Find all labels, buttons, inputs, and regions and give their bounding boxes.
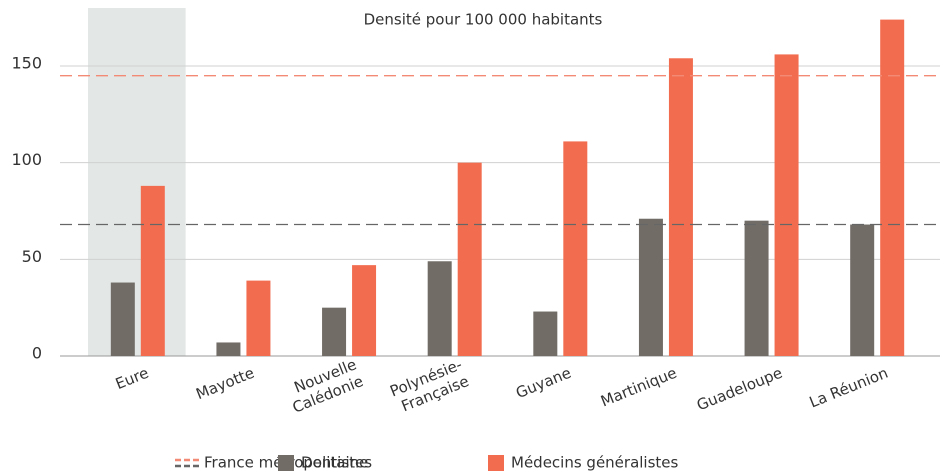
- x-tick-label: Martinique: [598, 363, 679, 410]
- bar: [563, 141, 588, 356]
- x-tick-label: Guyane: [513, 363, 573, 401]
- bar: [638, 218, 663, 356]
- highlight-band: [88, 8, 186, 356]
- bar: [140, 185, 165, 356]
- legend-swatch: [488, 455, 504, 471]
- bar: [110, 282, 135, 356]
- bar: [457, 162, 482, 356]
- bar: [668, 58, 693, 357]
- y-tick-label: 150: [11, 54, 42, 73]
- chart-title: Densité pour 100 000 habitants: [364, 11, 603, 29]
- bar: [774, 54, 799, 357]
- bar: [744, 220, 769, 356]
- x-tick-label: Eure: [113, 363, 151, 392]
- legend-label: Dentistes: [301, 454, 372, 472]
- bar: [246, 280, 271, 356]
- x-tick-label: Polynésie-Française: [387, 355, 471, 417]
- bar: [880, 19, 905, 356]
- y-tick-label: 100: [11, 150, 42, 169]
- bar: [322, 307, 347, 356]
- bar: [427, 261, 452, 356]
- legend-label: Médecins généralistes: [511, 454, 679, 472]
- bar: [533, 311, 558, 356]
- bar: [850, 224, 875, 356]
- bar: [352, 265, 377, 356]
- x-tick-label: Mayotte: [193, 363, 256, 403]
- bar: [216, 342, 241, 356]
- x-tick-label: La Réunion: [807, 363, 891, 411]
- x-tick-label: Guadeloupe: [694, 363, 785, 414]
- y-tick-label: 0: [32, 344, 42, 363]
- y-tick-label: 50: [22, 247, 42, 266]
- legend-swatch: [278, 455, 294, 471]
- x-tick-label: NouvelleCalédonie: [283, 355, 366, 416]
